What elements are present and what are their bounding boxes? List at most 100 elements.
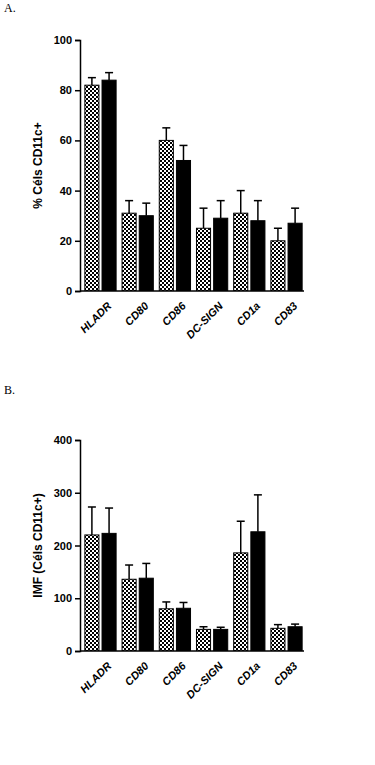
- error-bar: [105, 508, 113, 533]
- tick: CD80: [122, 291, 151, 328]
- series: [102, 73, 302, 291]
- error-stem: [240, 191, 242, 214]
- error-cap: [291, 623, 299, 625]
- tick-label: CD80: [122, 659, 151, 688]
- error-stem: [294, 208, 296, 223]
- error-cap: [105, 507, 113, 509]
- error-cap: [105, 72, 113, 74]
- bar: [159, 609, 173, 651]
- tick: 80: [60, 84, 80, 96]
- bar: [196, 629, 210, 651]
- tick: CD1a: [234, 291, 262, 328]
- panel-title: A.: [4, 1, 16, 15]
- error-bar: [217, 201, 225, 219]
- chart-panel: B.0100200300400HLADRCD80CD86DC-SIGNCD1aC…: [4, 383, 304, 701]
- tick-label: 40: [60, 185, 72, 197]
- tick-label: CD83: [271, 299, 299, 327]
- error-stem: [128, 565, 130, 579]
- tick: CD80: [122, 651, 151, 688]
- error-bar: [237, 191, 245, 214]
- error-cap: [291, 207, 299, 209]
- tick: CD86: [159, 651, 188, 688]
- tick-label: 100: [54, 592, 72, 604]
- x-axis: HLADR CD80 CD86DC-SIGN CD1a CD83: [78, 651, 304, 701]
- error-cap: [162, 127, 170, 129]
- tick-label: 80: [60, 84, 72, 96]
- tick-label: CD86: [159, 659, 188, 688]
- error-bar: [125, 201, 133, 214]
- error-stem: [166, 602, 168, 609]
- bar: [176, 160, 190, 291]
- tick-mark: [75, 493, 80, 495]
- tick-label: 20: [60, 235, 72, 247]
- error-stem: [166, 128, 168, 141]
- error-bar: [105, 73, 113, 81]
- tick: HLADR: [78, 651, 114, 695]
- tick-mark: [75, 291, 80, 293]
- error-cap: [179, 602, 187, 604]
- error-stem: [257, 495, 259, 532]
- tick: 0: [66, 645, 80, 657]
- error-cap: [237, 520, 245, 522]
- error-bar: [291, 208, 299, 223]
- axis-line: [75, 441, 81, 652]
- error-cap: [142, 202, 150, 204]
- tick-label: 300: [54, 487, 72, 499]
- error-cap: [274, 228, 282, 230]
- bar: [122, 213, 136, 291]
- tick-mark: [75, 241, 80, 243]
- bar: [251, 221, 265, 291]
- error-cap: [179, 145, 187, 147]
- tick: 0: [66, 285, 80, 297]
- bar: [102, 80, 116, 291]
- series: [102, 495, 302, 651]
- bars: [85, 495, 302, 651]
- bar: [234, 553, 248, 651]
- error-bar: [254, 495, 262, 532]
- axis-line: [80, 650, 304, 652]
- tick-label: 0: [66, 285, 72, 297]
- error-cap: [254, 200, 262, 202]
- bars: [85, 73, 302, 291]
- tick: CD1a: [234, 651, 262, 688]
- tick: DC-SIGN: [184, 651, 226, 701]
- tick: 300: [54, 487, 80, 499]
- error-bar: [162, 128, 170, 141]
- error-stem: [108, 73, 110, 81]
- error-stem: [240, 521, 242, 553]
- error-stem: [108, 508, 110, 533]
- tick-mark: [75, 545, 80, 547]
- tick-label: DC-SIGN: [184, 659, 226, 701]
- axis-line: [75, 41, 81, 292]
- error-cap: [125, 564, 133, 566]
- tick: 100: [54, 592, 80, 604]
- tick-label: HLADR: [78, 659, 114, 695]
- tick: HLADR: [78, 291, 114, 335]
- tick-label: DC-SIGN: [184, 299, 226, 341]
- tick-label: HLADR: [78, 299, 114, 335]
- tick-mark: [75, 598, 80, 600]
- tick: CD83: [271, 651, 299, 688]
- bar: [271, 241, 285, 291]
- tick-mark: [75, 190, 80, 192]
- error-stem: [91, 78, 93, 86]
- error-cap: [200, 626, 208, 628]
- tick-label: CD80: [122, 299, 151, 328]
- bar: [214, 629, 228, 651]
- error-bar: [179, 145, 187, 160]
- error-cap: [162, 601, 170, 603]
- error-cap: [125, 200, 133, 202]
- tick-label: CD86: [159, 299, 188, 328]
- series: [85, 507, 285, 651]
- error-stem: [128, 201, 130, 214]
- tick-label: CD1a: [234, 659, 262, 687]
- tick-mark: [75, 140, 80, 142]
- tick-label: 200: [54, 540, 72, 552]
- error-cap: [217, 200, 225, 202]
- error-stem: [183, 602, 185, 608]
- bar: [271, 628, 285, 651]
- tick: DC-SIGN: [184, 291, 226, 341]
- error-stem: [277, 228, 279, 241]
- y-axis: 020406080100: [54, 34, 81, 297]
- error-cap: [274, 624, 282, 626]
